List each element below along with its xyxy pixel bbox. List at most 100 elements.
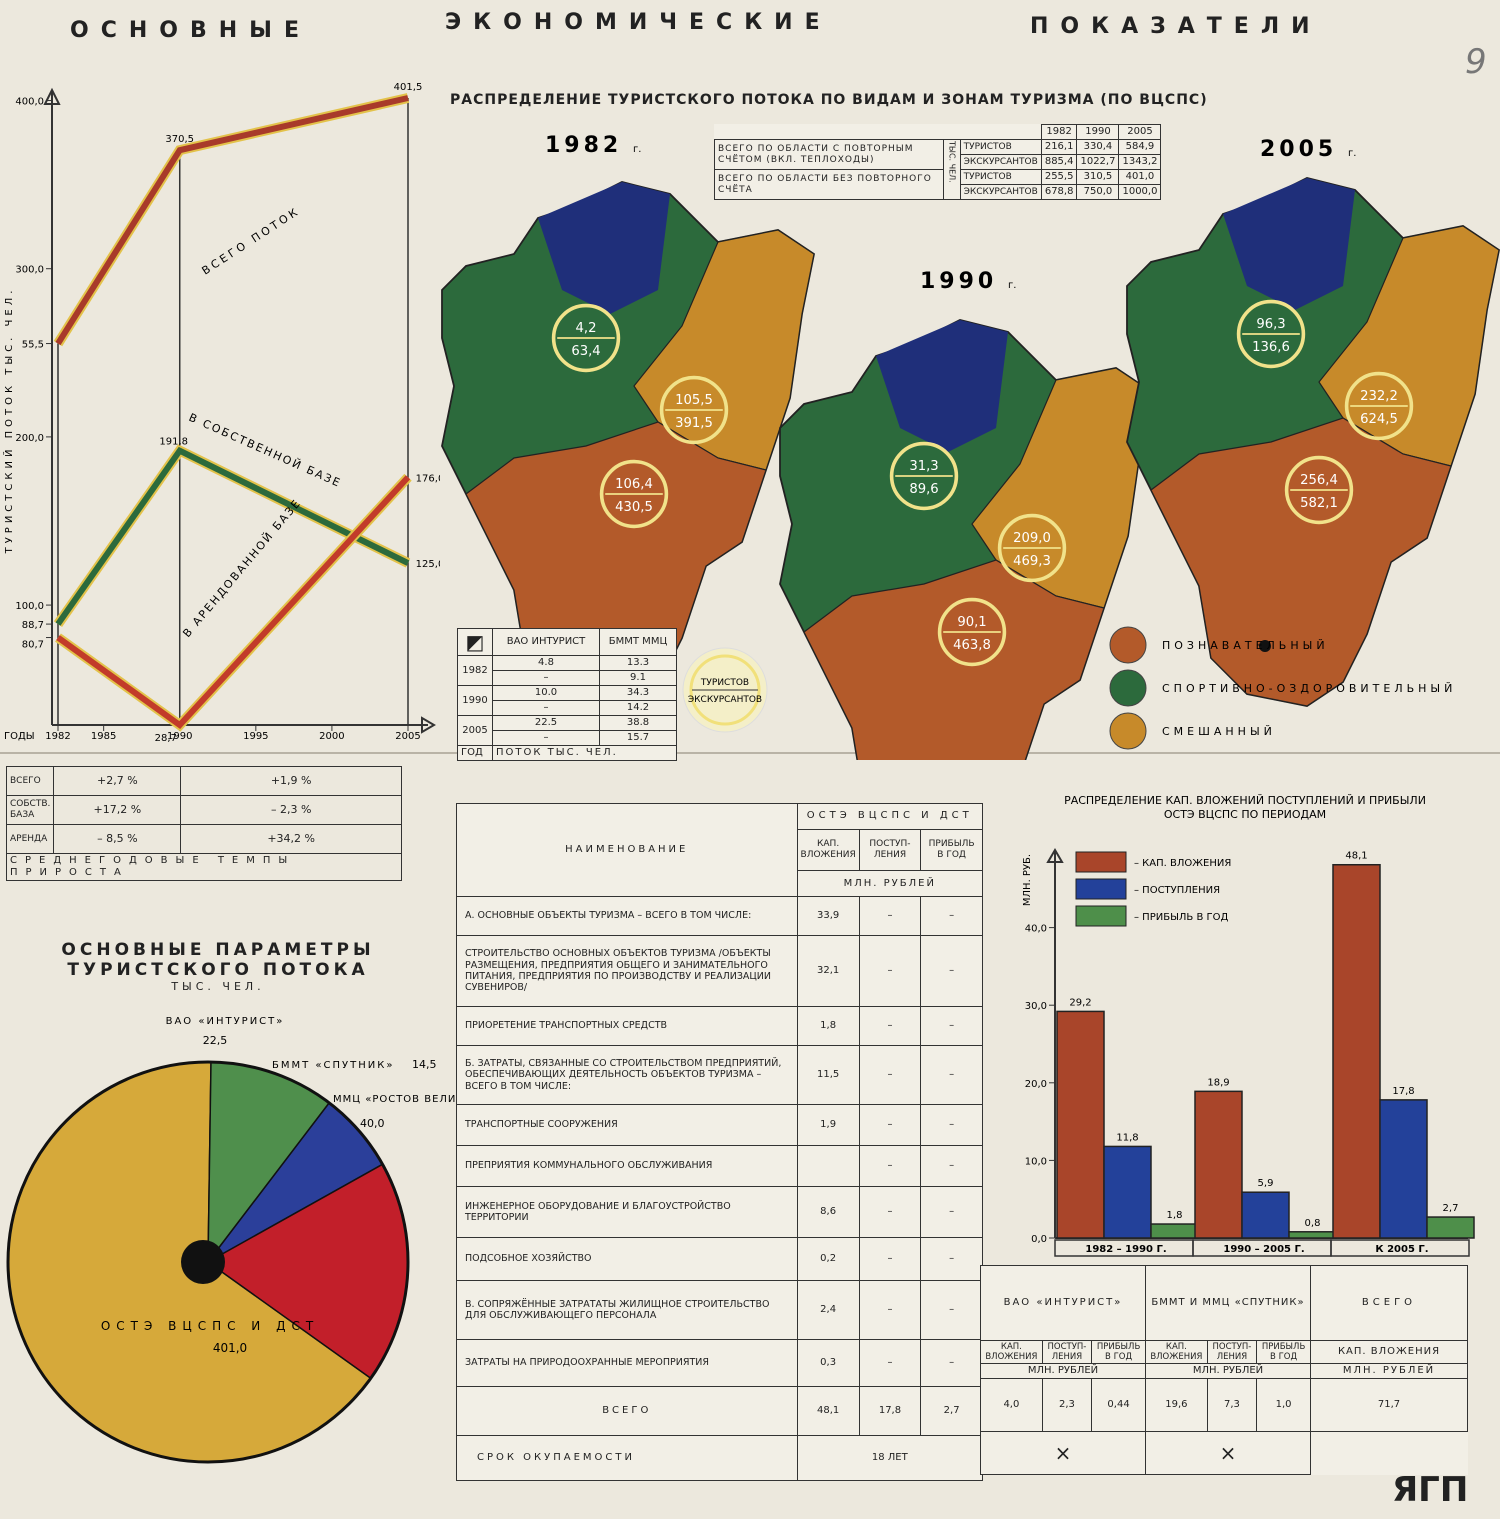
- cost-row-val: –: [858, 1237, 922, 1281]
- flow-row: 1990 10.0 34.3: [457, 685, 677, 716]
- map-lake-zone: [876, 320, 1008, 452]
- pie-title-line1: ОСНОВНЫЕ ПАРАМЕТРЫ: [61, 940, 375, 960]
- cost-row-val: 2,4: [796, 1280, 860, 1340]
- maps-area: 4,2 63,4 105,5 391,5 106,4 430,5 31,3 89,6 209,0…: [441, 133, 1500, 760]
- pie-value-2: 40,0: [360, 1117, 385, 1130]
- circle-legend-bottom: ЭКСКУРСАНТОВ: [688, 695, 762, 705]
- flow-row: –15.7: [458, 730, 677, 746]
- x-tick-label: 1990: [167, 731, 192, 742]
- map-year-1982: 1982: [545, 133, 622, 158]
- map-circle-bottom: 463,8: [953, 638, 991, 653]
- pie-title: ОСНОВНЫЕ ПАРАМЕТРЫ ТУРИСТСКОГО ПОТОКА ТЫ…: [28, 940, 408, 993]
- org3-total: 1,0: [1256, 1378, 1311, 1433]
- growth-footer-row: СРЕДНЕГОДОВЫЕ ТЕМПЫ ПРИРОСТА: [6, 853, 402, 881]
- flow-footer: ПОТОК ТЫС. ЧЕЛ.: [492, 745, 677, 761]
- bar-y-tick-label: 40,0: [1025, 924, 1047, 935]
- cost-h-name: НАИМЕНОВАНИЕ: [456, 803, 798, 897]
- bar-legend-swatch-1: [1075, 878, 1127, 900]
- bar-y-tick-label: 10,0: [1025, 1156, 1047, 1167]
- flow-b: 34.3: [599, 685, 677, 701]
- orgs-cols: КАП. ВЛОЖЕНИЯ ПОСТУП-ЛЕНИЯ ПРИБЫЛЬ В ГОД КА…: [980, 1339, 1468, 1365]
- cost-row-name: СТРОИТЕЛЬСТВО ОСНОВНЫХ ОБЪЕКТОВ ТУРИЗМА …: [456, 935, 798, 1007]
- map-circle-bottom: 469,3: [1013, 554, 1051, 569]
- maps-title: РАСПРЕДЕЛЕНИЕ ТУРИСТСКОГО ПОТОКА ПО ВИДА…: [450, 92, 1208, 108]
- flow-row: 1982 4.8 13.3: [457, 655, 677, 686]
- bar-value-label: 48,1: [1345, 851, 1367, 862]
- org2-unit: МЛН. РУБЛЕЙ: [980, 1363, 1146, 1380]
- orgs-header: ВАО «ИНТУРИСТ» БММТ И ММЦ «СПУТНИК» ВСЕГО: [980, 1265, 1468, 1341]
- map-circle-top: 96,3: [1256, 317, 1285, 332]
- cost-row-val: –: [858, 1339, 922, 1387]
- y-tick-label: 400,0: [15, 97, 44, 108]
- flow-row: –9.1: [458, 670, 677, 686]
- x-tick-label: 1995: [243, 731, 268, 742]
- y-tick-label: 300,0: [15, 265, 44, 276]
- org3-payback-mark: ×: [1144, 1431, 1312, 1476]
- cost-total-label: ВСЕГО: [456, 1386, 798, 1436]
- cost-row-val: –: [858, 1006, 922, 1046]
- bar-legend-label-2: – ПРИБЫЛЬ В ГОД: [1134, 912, 1228, 923]
- series-name-0: ВСЕГО ПОТОК: [200, 204, 303, 277]
- y-tick-label: 100,0: [15, 601, 44, 612]
- series-name-1: В СОБСТВЕННОЙ БАЗЕ: [187, 411, 344, 490]
- bar-value-label: 29,2: [1069, 997, 1091, 1008]
- cost-row-name: Б. ЗАТРАТЫ, СВЯЗАННЫЕ СО СТРОИТЕЛЬСТВОМ …: [456, 1045, 798, 1105]
- pie-title-line3: ТЫС. ЧЕЛ.: [171, 980, 265, 993]
- cost-row-val: –: [858, 1045, 922, 1105]
- bar-chart: РАСПРЕДЕЛЕНИЕ КАП. ВЛОЖЕНИЙ ПОСТУПЛЕНИЙ …: [1022, 794, 1475, 1257]
- org-sub-col: ПРИБЫЛЬ В ГОД: [1091, 1339, 1146, 1365]
- bar-2-0: [1332, 863, 1381, 1239]
- bar-title-1: РАСПРЕДЕЛЕНИЕ КАП. ВЛОЖЕНИЙ ПОСТУПЛЕНИЙ …: [1064, 794, 1426, 807]
- cost-row-val: –: [920, 1339, 983, 1387]
- series-point-label: 370,5: [165, 134, 194, 145]
- cost-header: НАИМЕНОВАНИЕ ОСТЭ ВЦСПС И ДСТ: [456, 803, 984, 897]
- cost-h-unit: МЛН. РУБЛЕЙ: [796, 870, 984, 897]
- pie-value-0: 22,5: [203, 1034, 228, 1047]
- org-sub-col: КАП. ВЛОЖЕНИЯ: [1144, 1339, 1208, 1365]
- top-group-label: ВСЕГО ПО ОБЛАСТИ БЕЗ ПОВТОРНОГО СЧЁТА: [714, 169, 944, 200]
- flow-row: 2005 22.5 38.8: [457, 715, 677, 746]
- circle-legend-top: ТУРИСТОВ: [700, 678, 749, 688]
- series-point-label: 401,5: [394, 82, 423, 93]
- map-circle: [1344, 371, 1414, 441]
- map-circle: [1284, 455, 1354, 525]
- bar-0-2: [1150, 1223, 1199, 1239]
- org2-total: 2,3: [1041, 1378, 1093, 1433]
- cost-payback-val: 18 ЛЕТ: [796, 1435, 984, 1481]
- series-point-label: 125,0: [416, 559, 440, 570]
- cost-row-val: [796, 1145, 860, 1187]
- flow-b: 14.2: [599, 700, 677, 716]
- cost-body: НАИМЕНОВАНИЕ ОСТЭ ВЦСПС И ДСТ КАП. ВЛОЖЕНИ…: [456, 803, 984, 1481]
- map-circle: [599, 459, 669, 529]
- org-sub-col: ПРИБЫЛЬ В ГОД: [1256, 1339, 1311, 1365]
- org2-name: ВАО «ИНТУРИСТ»: [980, 1265, 1146, 1341]
- org4-unit: МЛН. РУБЛЕЙ: [1310, 1363, 1468, 1380]
- top-row: ЭКСКУРСАНТОВ 678,8 750,0 1000,0: [715, 184, 1162, 200]
- x-tick-label: 2005: [395, 731, 420, 742]
- map-year-2005: 2005: [1260, 137, 1337, 162]
- bar-1-1: [1241, 1191, 1290, 1239]
- map-circle-bottom: 63,4: [571, 344, 600, 359]
- map-circle: [551, 303, 621, 373]
- bar-legend-swatch-2: [1075, 905, 1127, 927]
- x-tick-label: 2000: [319, 731, 344, 742]
- top-row: ЭКСКУРСАНТОВ 885,4 1022,7 1343,2: [715, 154, 1162, 170]
- cost-row-val: –: [920, 896, 983, 936]
- y-axis-label: ТУРИСТСКИЙ ПОТОК ТЫС. ЧЕЛ.: [2, 287, 15, 555]
- flow-year: 1982: [457, 655, 493, 686]
- bar-y-arrow: [1046, 848, 1064, 863]
- org2-total: 0,44: [1091, 1378, 1146, 1433]
- flow-year-col: ГОД: [457, 745, 493, 761]
- bar-y-tick-label: 20,0: [1025, 1079, 1047, 1090]
- map-circle: [889, 441, 959, 511]
- cost-row-name: ПОДСОБНОЕ ХОЗЯЙСТВО: [456, 1237, 798, 1281]
- map-circle-bottom: 391,5: [675, 416, 713, 431]
- cost-row-val: –: [920, 935, 983, 1007]
- cost-header-unit: МЛН. РУБЛЕЙ: [457, 870, 984, 897]
- cost-table-orgs: ВАО «ИНТУРИСТ» БММТ И ММЦ «СПУТНИК» ВСЕГО К…: [980, 1265, 1468, 1476]
- orgs-payback: × ×: [980, 1431, 1468, 1476]
- flow-logo-icon: ◩: [457, 628, 493, 656]
- growth-table: ВСЕГО +2,7 % +1,9 % СОБСТВ. БАЗА +17,2 % – 2,…: [5, 766, 402, 881]
- flow-b: 13.3: [599, 655, 677, 671]
- bar-category-label: 1990 – 2005 Г.: [1223, 1244, 1304, 1255]
